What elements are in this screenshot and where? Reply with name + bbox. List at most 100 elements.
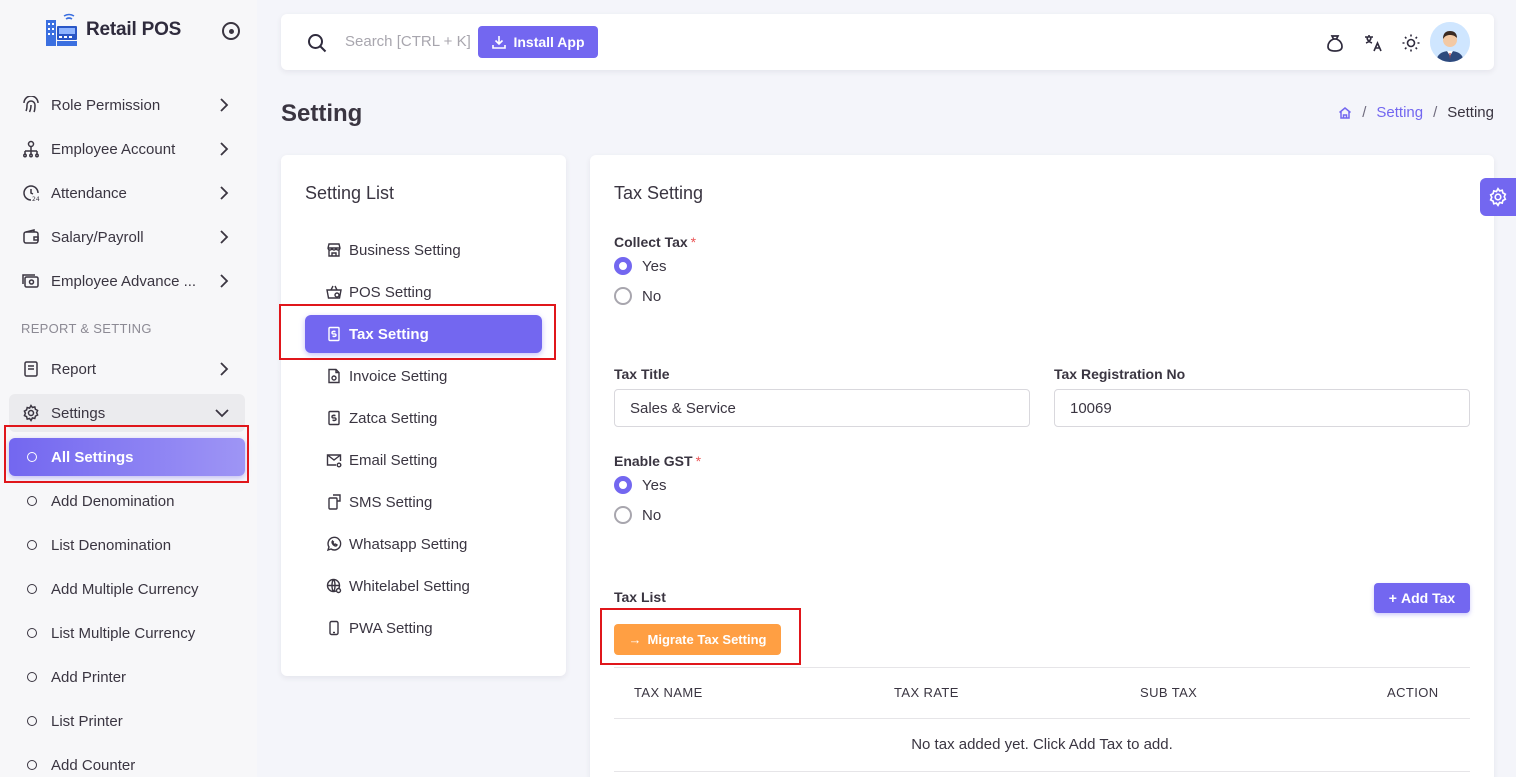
enable-gst-label-text: Enable GST: [614, 453, 693, 469]
breadcrumb-link-setting[interactable]: Setting: [1376, 104, 1424, 121]
setting-item-pos[interactable]: POS Setting: [305, 273, 542, 311]
setting-item-label: SMS Setting: [349, 493, 433, 511]
home-icon[interactable]: [1338, 106, 1352, 120]
sidebar-item-attendance[interactable]: 24 Attendance: [9, 174, 245, 212]
radio-label: Yes: [642, 257, 667, 275]
tax-registration-input[interactable]: 10069: [1054, 389, 1470, 427]
sidebar-subitem-label: Add Printer: [51, 668, 127, 686]
sidebar-subitem-add-printer[interactable]: Add Printer: [9, 658, 245, 696]
sidebar-item-label: Report: [51, 360, 97, 378]
chevron-down-icon: [215, 409, 229, 418]
sidebar-subitem-label: List Denomination: [51, 536, 172, 554]
sidebar-subitem-label: Add Denomination: [51, 492, 175, 510]
setting-item-whitelabel[interactable]: Whitelabel Setting: [305, 567, 542, 605]
sidebar-subitem-add-multiple-currency[interactable]: Add Multiple Currency: [9, 570, 245, 608]
setting-item-email[interactable]: Email Setting: [305, 441, 542, 479]
circle-icon: [27, 452, 37, 462]
sidebar-subitem-add-denomination[interactable]: Add Denomination: [9, 482, 245, 520]
sidebar-item-salary-payroll[interactable]: Salary/Payroll: [9, 218, 245, 256]
table-divider: [614, 667, 1470, 668]
basket-icon: [325, 283, 343, 301]
radio-label: No: [642, 506, 662, 524]
circle-icon: [27, 760, 37, 770]
table-header-sub-tax: SUB TAX: [1140, 685, 1198, 700]
chevron-right-icon: [220, 230, 229, 244]
sidebar-collapse-toggle[interactable]: [222, 22, 240, 40]
gear-icon: [21, 403, 41, 423]
add-tax-button[interactable]: + Add Tax: [1374, 583, 1470, 613]
sun-icon[interactable]: [1400, 32, 1422, 54]
invoice-icon: [325, 367, 343, 385]
sidebar-item-employee-advance[interactable]: Employee Advance ...: [9, 262, 245, 300]
radio-unchecked-icon[interactable]: [614, 506, 632, 524]
setting-item-sms[interactable]: SMS Setting: [305, 483, 542, 521]
search-icon[interactable]: [307, 33, 327, 53]
install-app-button[interactable]: Install App: [478, 26, 598, 58]
chevron-right-icon: [220, 362, 229, 376]
sidebar-item-settings[interactable]: Settings: [9, 394, 245, 432]
required-asterisk: *: [690, 234, 697, 250]
tax-title-label: Tax Title: [614, 366, 670, 382]
cash-icon: [21, 271, 41, 291]
setting-item-whatsapp[interactable]: Whatsapp Setting: [305, 525, 542, 563]
sidebar-item-label: Role Permission: [51, 96, 161, 114]
sidebar-subitem-add-counter[interactable]: Add Counter: [9, 746, 245, 777]
retail-logo-icon: [46, 13, 77, 46]
migrate-tax-setting-button[interactable]: → Migrate Tax Setting: [614, 624, 781, 655]
chevron-right-icon: [220, 274, 229, 288]
setting-item-label: Invoice Setting: [349, 367, 448, 385]
radio-unchecked-icon[interactable]: [614, 287, 632, 305]
setting-item-invoice[interactable]: Invoice Setting: [305, 357, 542, 395]
sidebar-item-label: Employee Advance ...: [51, 272, 197, 290]
breadcrumb-separator: /: [1433, 104, 1438, 121]
required-asterisk: *: [695, 453, 702, 469]
sidebar-item-employee-account[interactable]: Employee Account: [9, 130, 245, 168]
collect-tax-yes-radio[interactable]: Yes: [614, 257, 666, 275]
org-chart-icon: [21, 139, 41, 159]
gst-yes-radio[interactable]: Yes: [614, 476, 666, 494]
sidebar-subitem-list-multiple-currency[interactable]: List Multiple Currency: [9, 614, 245, 652]
setting-item-label: POS Setting: [349, 283, 432, 301]
tax-title-input[interactable]: Sales & Service: [614, 389, 1030, 427]
table-header-action: ACTION: [1387, 685, 1439, 700]
radio-checked-icon[interactable]: [614, 476, 632, 494]
brand-name: Retail POS: [86, 19, 182, 40]
breadcrumb-separator: /: [1362, 104, 1367, 121]
breadcrumb-current: Setting: [1447, 104, 1494, 121]
setting-item-business[interactable]: Business Setting: [305, 231, 542, 269]
translate-icon[interactable]: [1362, 32, 1384, 54]
sidebar-item-role-permission[interactable]: Role Permission: [9, 86, 245, 124]
money-bag-icon[interactable]: [1324, 32, 1346, 54]
theme-customizer-button[interactable]: [1480, 178, 1516, 216]
fingerprint-icon: [21, 95, 41, 115]
svg-text:24: 24: [32, 196, 40, 202]
sidebar-item-report[interactable]: Report: [9, 350, 245, 388]
circle-icon: [27, 716, 37, 726]
avatar[interactable]: [1430, 22, 1470, 62]
brand[interactable]: Retail POS: [44, 12, 181, 48]
collect-tax-no-radio[interactable]: No: [614, 287, 661, 305]
search-input[interactable]: Search [CTRL + K]: [345, 33, 471, 50]
setting-item-zatca[interactable]: Zatca Setting: [305, 399, 542, 437]
mobile-icon: [325, 619, 343, 637]
radio-label: No: [642, 287, 662, 305]
radio-checked-icon[interactable]: [614, 257, 632, 275]
circle-icon: [27, 540, 37, 550]
empty-table-message: No tax added yet. Click Add Tax to add.: [911, 736, 1173, 753]
wallet-icon: [21, 227, 41, 247]
sidebar-subitem-list-printer[interactable]: List Printer: [9, 702, 245, 740]
setting-item-pwa[interactable]: PWA Setting: [305, 609, 542, 647]
sidebar-subitem-list-denomination[interactable]: List Denomination: [9, 526, 245, 564]
page-title: Setting: [281, 100, 363, 127]
add-tax-label: Add Tax: [1400, 590, 1456, 606]
setting-item-tax[interactable]: Tax Setting: [305, 315, 542, 353]
sidebar-subitem-all-settings[interactable]: All Settings: [9, 438, 245, 476]
plus-icon: +: [1388, 590, 1397, 606]
chevron-right-icon: [220, 186, 229, 200]
mail-gear-icon: [325, 451, 343, 469]
sidebar-subitem-label: Add Counter: [51, 756, 136, 774]
gst-no-radio[interactable]: No: [614, 506, 661, 524]
setting-list-title: Setting List: [305, 183, 395, 203]
download-icon: [492, 36, 507, 49]
sidebar-subitem-label: List Printer: [51, 712, 123, 730]
